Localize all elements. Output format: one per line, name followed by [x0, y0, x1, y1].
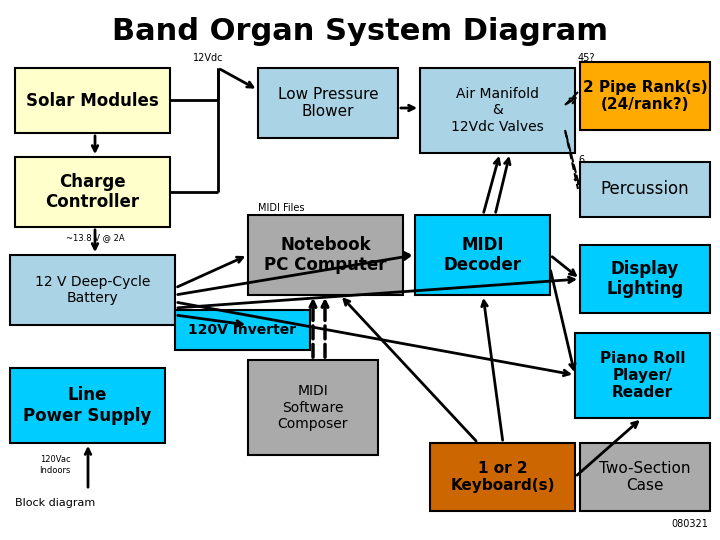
FancyBboxPatch shape: [580, 245, 710, 313]
Text: MIDI
Software
Composer: MIDI Software Composer: [278, 384, 348, 431]
FancyBboxPatch shape: [10, 255, 175, 325]
Text: Percussion: Percussion: [600, 180, 689, 199]
Text: Two-Section
Case: Two-Section Case: [599, 461, 690, 493]
Text: Line
Power Supply: Line Power Supply: [23, 386, 152, 425]
Text: Block diagram: Block diagram: [15, 498, 95, 508]
Text: 2 Pipe Rank(s)
(24/rank?): 2 Pipe Rank(s) (24/rank?): [582, 80, 707, 112]
Text: Low Pressure
Blower: Low Pressure Blower: [278, 87, 378, 119]
Text: 6: 6: [578, 155, 584, 165]
FancyBboxPatch shape: [580, 62, 710, 130]
Text: Piano Roll
Player/
Reader: Piano Roll Player/ Reader: [600, 350, 685, 400]
FancyBboxPatch shape: [258, 68, 398, 138]
FancyBboxPatch shape: [415, 215, 550, 295]
FancyBboxPatch shape: [580, 443, 710, 511]
Text: Solar Modules: Solar Modules: [26, 91, 159, 110]
Text: Charge
Controller: Charge Controller: [45, 173, 140, 211]
Text: ~13.8 V @ 2A: ~13.8 V @ 2A: [66, 233, 125, 242]
FancyBboxPatch shape: [575, 333, 710, 418]
Text: 080321: 080321: [672, 519, 708, 529]
Text: 1 or 2
Keyboard(s): 1 or 2 Keyboard(s): [450, 461, 554, 493]
Text: 45?: 45?: [578, 53, 595, 63]
FancyBboxPatch shape: [420, 68, 575, 153]
Text: 12Vdc: 12Vdc: [193, 53, 223, 63]
FancyBboxPatch shape: [15, 68, 170, 133]
FancyBboxPatch shape: [430, 443, 575, 511]
Text: 12 V Deep-Cycle
Battery: 12 V Deep-Cycle Battery: [35, 275, 150, 305]
Text: Notebook
PC Computer: Notebook PC Computer: [264, 235, 387, 274]
FancyBboxPatch shape: [175, 310, 310, 350]
Text: 120V Inverter: 120V Inverter: [189, 323, 297, 337]
Text: Band Organ System Diagram: Band Organ System Diagram: [112, 17, 608, 46]
FancyBboxPatch shape: [15, 157, 170, 227]
FancyBboxPatch shape: [10, 368, 165, 443]
FancyBboxPatch shape: [248, 215, 403, 295]
Text: Display
Lighting: Display Lighting: [606, 260, 683, 299]
Text: 120Vac
Indoors: 120Vac Indoors: [40, 455, 71, 475]
FancyBboxPatch shape: [580, 162, 710, 217]
FancyBboxPatch shape: [248, 360, 378, 455]
Text: Air Manifold
&
12Vdc Valves: Air Manifold & 12Vdc Valves: [451, 87, 544, 134]
Text: MIDI
Decoder: MIDI Decoder: [444, 235, 521, 274]
Text: MIDI Files: MIDI Files: [258, 203, 305, 213]
